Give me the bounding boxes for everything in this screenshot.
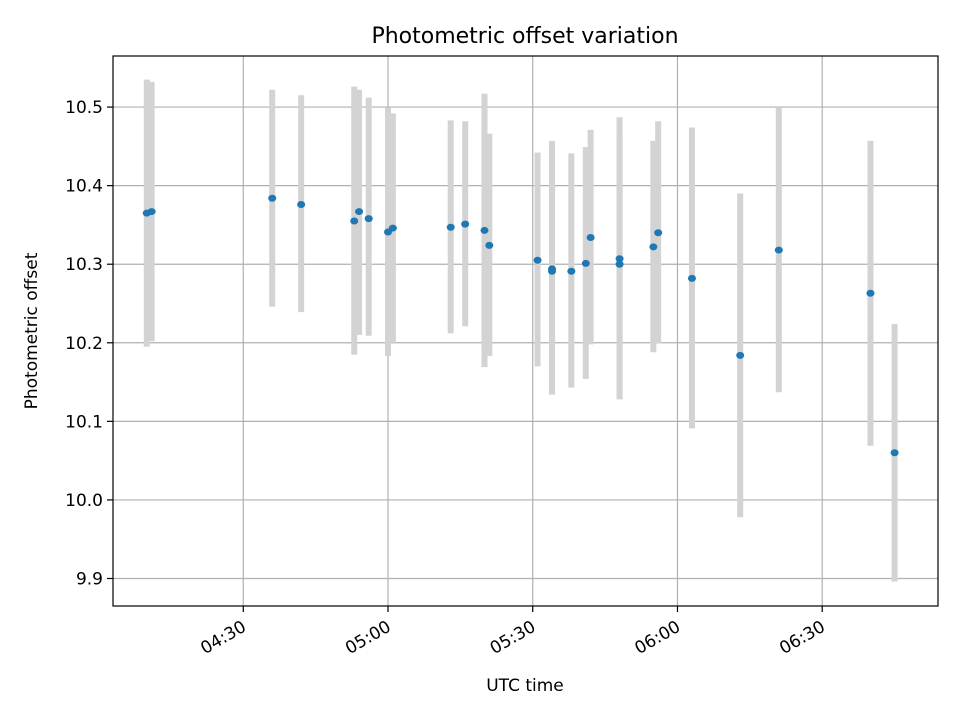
data-point	[461, 220, 470, 228]
data-point	[890, 449, 899, 457]
data-point	[615, 255, 624, 263]
data-point	[866, 289, 875, 297]
x-axis-label: UTC time	[486, 676, 564, 696]
data-point	[548, 267, 557, 275]
data-point	[355, 208, 364, 216]
data-point	[567, 267, 576, 275]
data-point	[485, 241, 494, 249]
data-point	[774, 246, 783, 254]
data-point	[147, 208, 156, 216]
y-axis-label: Photometric offset	[22, 252, 42, 409]
plot-frame	[112, 55, 939, 607]
data-point	[533, 256, 542, 264]
y-axis-ticks: 9.9 10.0 10.1 10.2 10.3 10.4 10.5	[65, 98, 113, 590]
data-point	[297, 201, 306, 208]
data-point	[446, 223, 455, 231]
data-point	[586, 234, 595, 241]
data-point	[687, 274, 696, 282]
data-point	[615, 260, 624, 268]
chart-title: Photometric offset variation	[371, 24, 678, 49]
y-tick-label: 10.2	[65, 334, 103, 354]
data-points	[142, 194, 899, 457]
data-point	[350, 217, 359, 225]
y-tick-label: 9.9	[76, 570, 103, 590]
data-point	[268, 194, 277, 202]
data-point	[480, 226, 489, 234]
y-tick-label: 10.1	[65, 412, 103, 432]
y-tick-label: 10.0	[65, 491, 103, 511]
data-point	[364, 215, 373, 223]
data-point	[736, 351, 745, 359]
data-point	[654, 229, 663, 237]
y-tick-label: 10.4	[65, 177, 103, 197]
y-tick-label: 10.3	[65, 255, 103, 275]
data-point	[388, 224, 397, 232]
data-point	[581, 259, 590, 267]
data-point	[649, 243, 658, 251]
y-tick-label: 10.5	[65, 98, 103, 118]
